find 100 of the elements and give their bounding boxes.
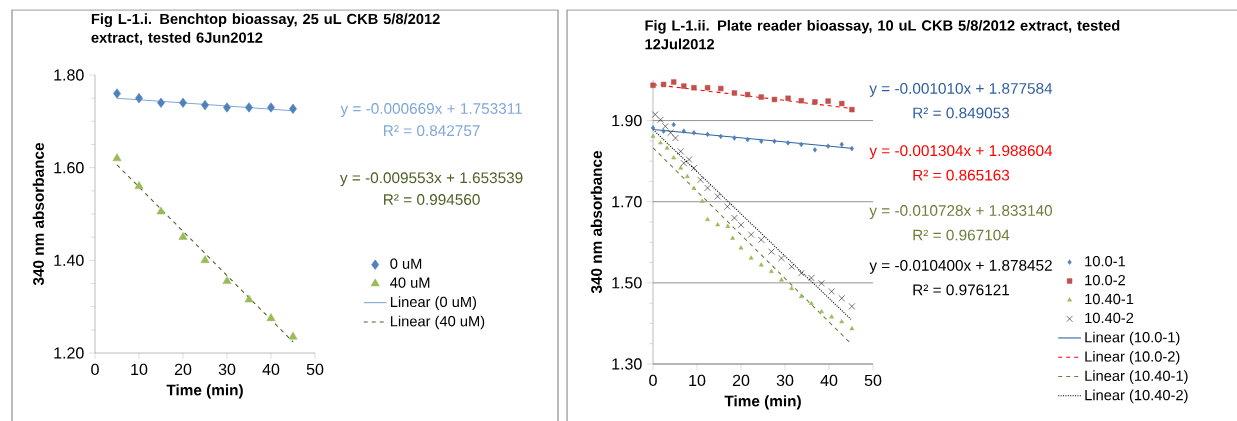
point xyxy=(671,155,677,160)
point xyxy=(758,262,764,267)
point xyxy=(849,106,855,113)
point xyxy=(657,116,664,123)
point xyxy=(650,82,656,88)
annotation: y = -0.010728x + 1.833140 xyxy=(869,205,1053,219)
point xyxy=(738,245,744,250)
legend-label: 10.40-1 xyxy=(1085,293,1134,305)
point xyxy=(839,141,844,148)
point xyxy=(819,309,824,314)
point xyxy=(651,111,659,118)
point xyxy=(658,140,663,145)
point xyxy=(818,280,825,287)
x-tick-label: 30 xyxy=(218,363,236,376)
point xyxy=(650,125,656,131)
legend-label: Linear (0 uM) xyxy=(390,296,477,310)
point xyxy=(725,223,731,228)
point xyxy=(156,206,166,215)
point xyxy=(731,90,738,96)
x-axis-title: Time (min) xyxy=(166,384,243,399)
x-tick-label: 50 xyxy=(306,363,324,376)
text: R² = 0.994560 xyxy=(384,194,480,205)
y-tick-label: 1.30 xyxy=(612,358,642,370)
point xyxy=(134,181,144,189)
y-tick-label: 1.80 xyxy=(54,69,84,81)
point xyxy=(771,96,778,103)
y-tick-label: 1.50 xyxy=(612,277,642,289)
point xyxy=(839,100,845,107)
point xyxy=(200,255,210,264)
text: y = -0.009553x + 1.653539 xyxy=(339,172,523,187)
chart-title: Fig L-1.ii. Plate reader bioassay, 10 uL CKB 5/8/2012 extract, tested 12Jul2012 xyxy=(645,19,1120,50)
annotation: y = -0.001010x + 1.877584 xyxy=(869,83,1053,97)
point xyxy=(812,147,817,153)
point xyxy=(848,303,856,310)
point xyxy=(737,221,745,229)
point xyxy=(201,100,209,111)
point xyxy=(724,203,731,210)
point xyxy=(788,263,795,270)
point xyxy=(691,85,697,91)
y-tick-label: 1.60 xyxy=(54,162,84,174)
x-tick-label: 20 xyxy=(732,374,750,387)
legend-label: Linear (40 uM) xyxy=(390,315,485,330)
point xyxy=(685,156,693,163)
point xyxy=(671,79,677,85)
point xyxy=(718,85,724,92)
point xyxy=(681,128,686,134)
point xyxy=(798,293,804,299)
point xyxy=(178,232,188,240)
x-axis-title: Time (min) xyxy=(724,395,801,410)
point xyxy=(772,138,777,144)
point xyxy=(691,185,697,190)
point xyxy=(179,97,187,108)
point xyxy=(808,274,815,282)
point xyxy=(785,95,791,101)
x-tick-label: 0 xyxy=(91,363,99,376)
point xyxy=(289,103,297,114)
point xyxy=(748,255,754,260)
point xyxy=(288,331,298,340)
point xyxy=(759,138,764,144)
point xyxy=(135,93,143,104)
x-tick-label: 10 xyxy=(131,363,148,376)
point xyxy=(769,268,774,273)
point xyxy=(661,128,666,134)
text: R² = 0.849053 xyxy=(913,107,1010,119)
point xyxy=(730,235,735,240)
point xyxy=(245,102,253,113)
y-tick-label: 1.70 xyxy=(612,196,642,208)
y-tick-label: 1.90 xyxy=(612,114,642,127)
point xyxy=(714,193,721,200)
point xyxy=(223,102,231,113)
annotation: y = -0.010400x + 1.878452 xyxy=(869,259,1052,274)
x-tick-label: 10 xyxy=(689,374,706,387)
point xyxy=(266,313,276,321)
point xyxy=(697,176,704,184)
point xyxy=(758,236,765,244)
point xyxy=(747,231,755,238)
legend-label: Linear (10.0-1) xyxy=(1085,331,1180,346)
x-tick-label: 20 xyxy=(174,363,192,376)
point xyxy=(825,98,831,104)
text: R² = 0.967104 xyxy=(913,229,1010,241)
point xyxy=(662,123,669,130)
point xyxy=(789,285,794,291)
point xyxy=(660,81,667,88)
legend-label: Linear (10.40-2) xyxy=(1085,389,1188,404)
point xyxy=(786,140,791,146)
point xyxy=(812,99,818,105)
point xyxy=(715,222,721,227)
point xyxy=(678,165,684,170)
y-tick-label: 1.40 xyxy=(54,254,84,266)
point xyxy=(112,153,122,162)
point xyxy=(664,145,670,150)
y-axis-title: 340 nm absorbance xyxy=(32,142,44,286)
point xyxy=(267,102,275,113)
text: R² = 0.976121 xyxy=(913,284,1010,296)
point xyxy=(704,184,711,192)
x-tick-label: 0 xyxy=(649,374,657,387)
x-tick-label: 40 xyxy=(820,374,838,387)
y-axis-title: 340 nm absorbance xyxy=(590,150,602,294)
point xyxy=(222,276,232,284)
point xyxy=(684,173,690,179)
